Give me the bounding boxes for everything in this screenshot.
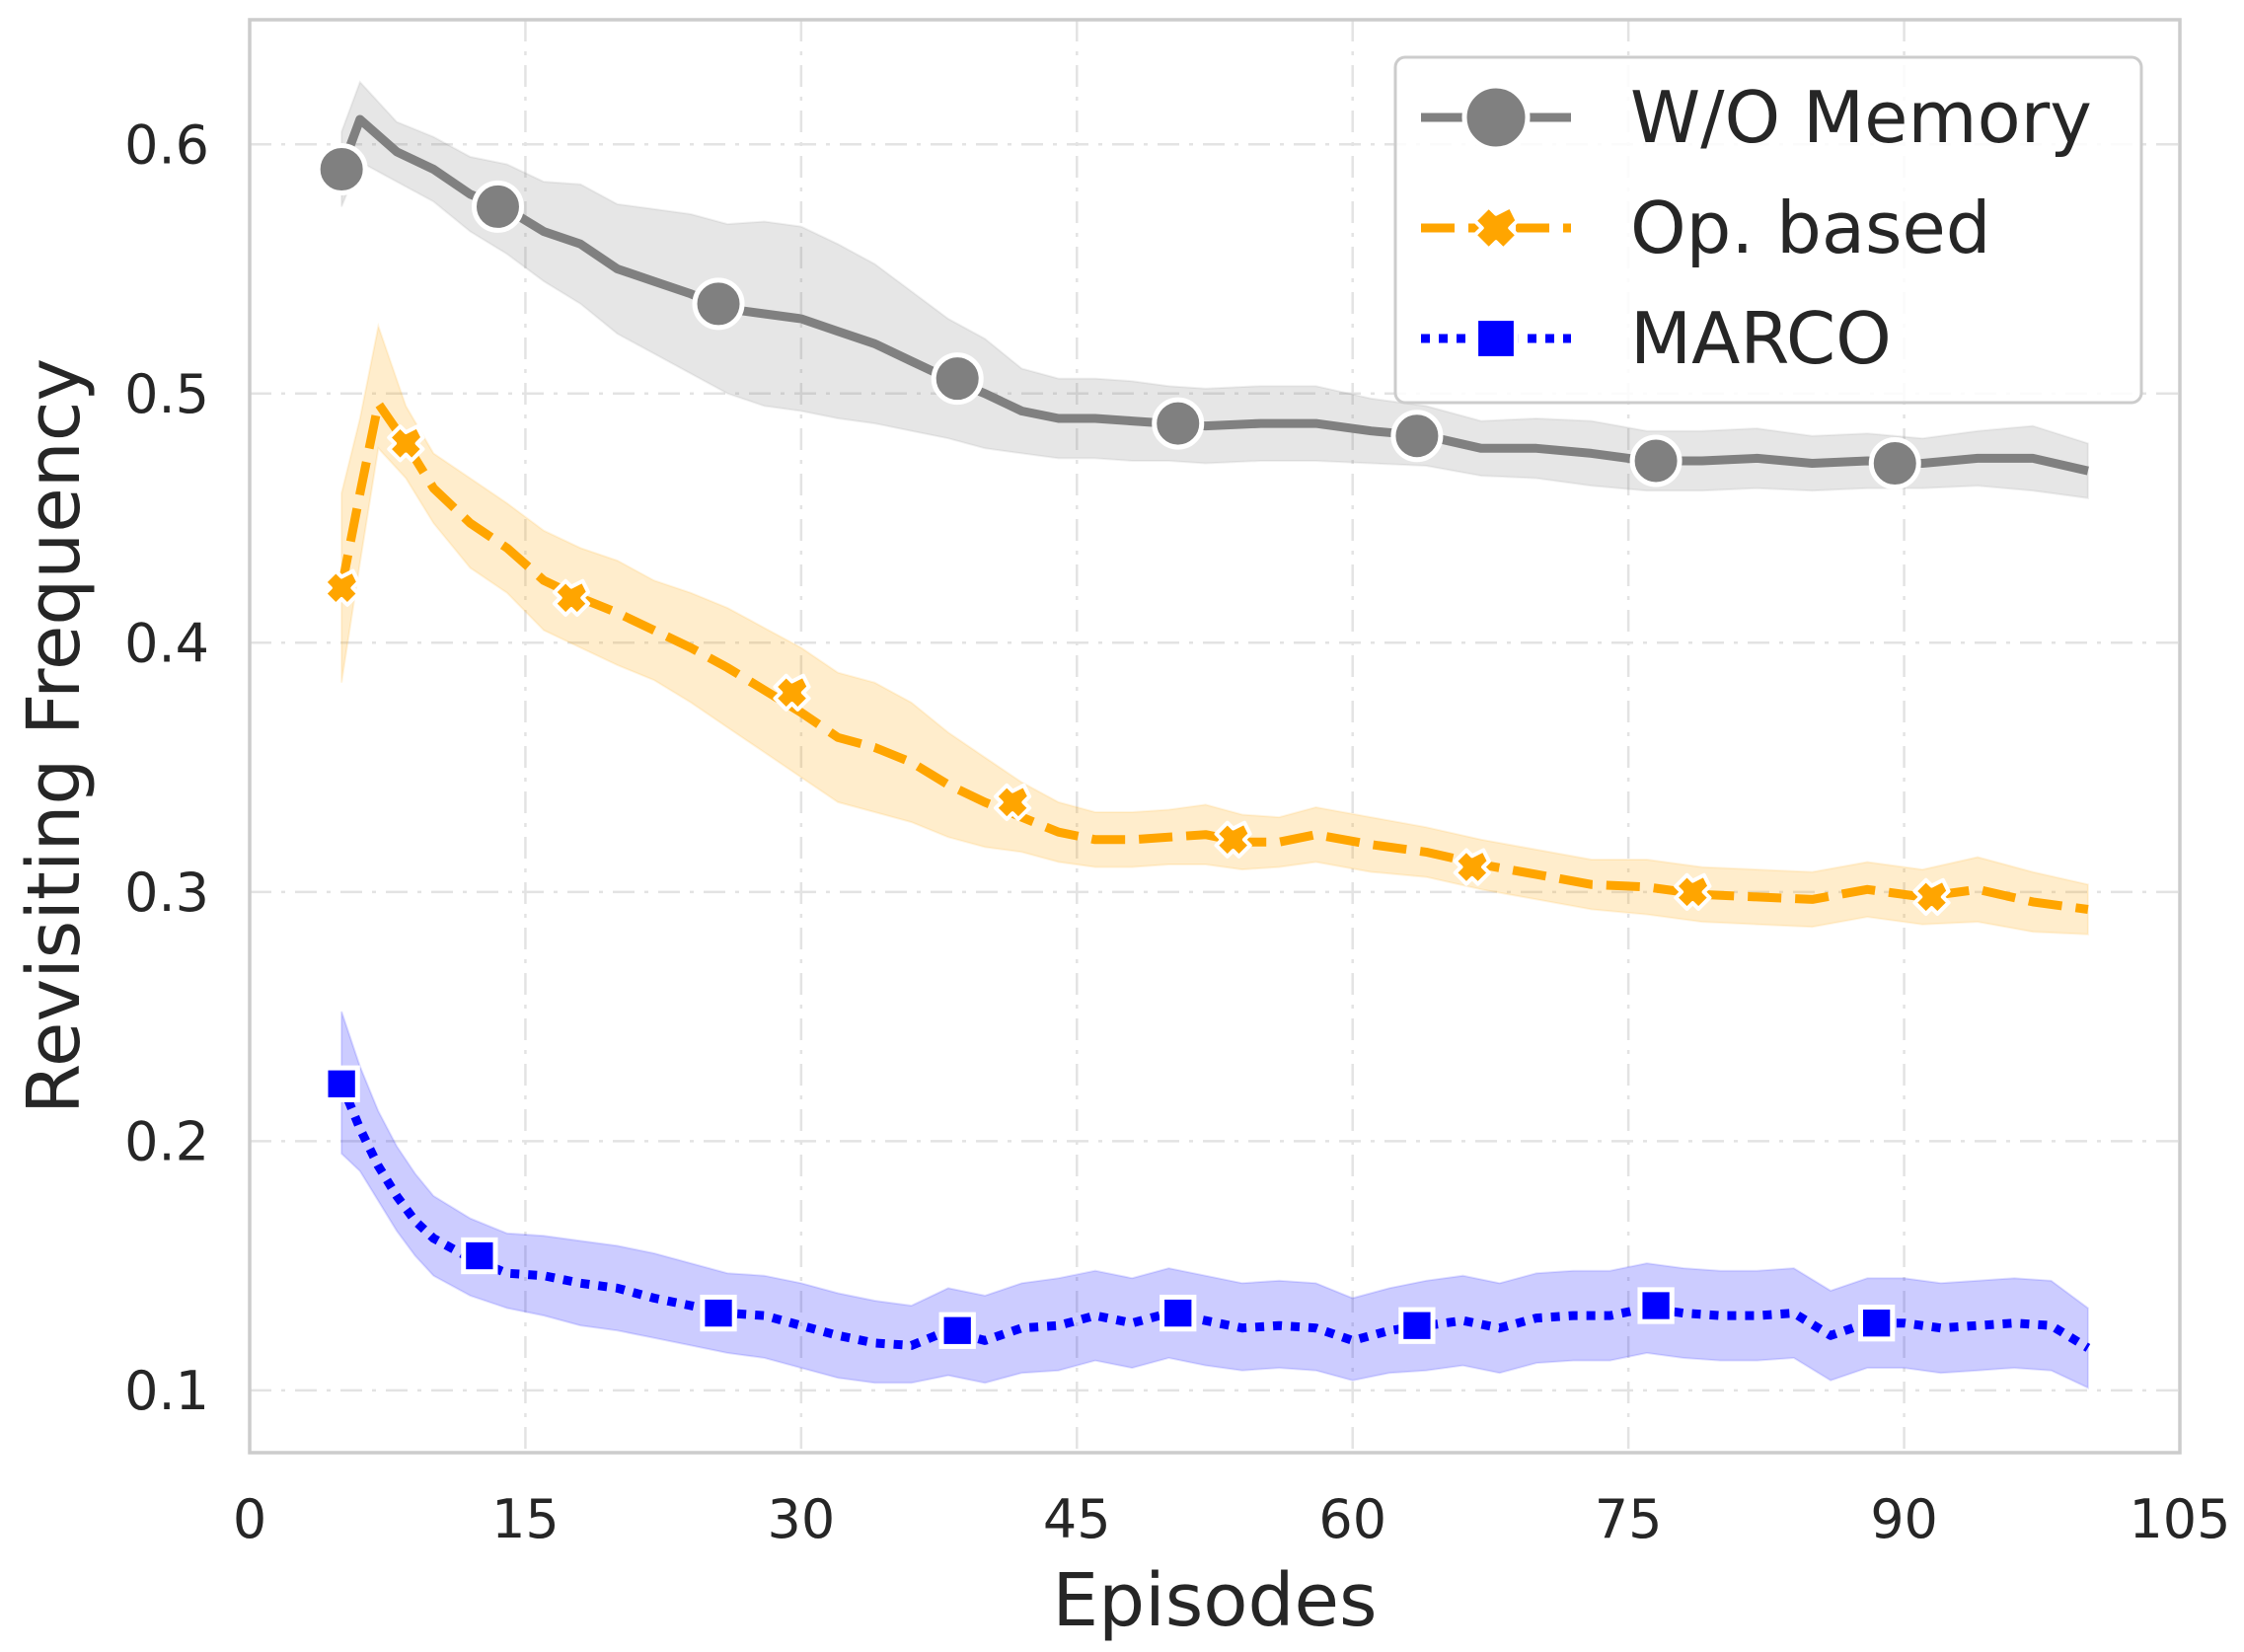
x-tick-label: 0 bbox=[233, 1488, 266, 1550]
series-markers bbox=[315, 143, 1951, 1349]
legend-label-marco: MARCO bbox=[1630, 297, 1892, 380]
legend: W/O Memory Op. based MARCO bbox=[1393, 55, 2143, 405]
w-o-memory-line bbox=[337, 114, 2089, 476]
op-based-marker bbox=[323, 568, 361, 607]
w-o-memory-marker bbox=[1868, 436, 1921, 489]
op-based-marker bbox=[993, 783, 1032, 822]
op-based-marker bbox=[1912, 877, 1951, 916]
w-o-memory-marker bbox=[1390, 410, 1444, 463]
marco-marker bbox=[1637, 1287, 1675, 1324]
marco-marker bbox=[461, 1237, 498, 1275]
w-o-memory-marker bbox=[931, 352, 984, 406]
legend-marker-marco bbox=[1473, 316, 1519, 361]
op-based-band bbox=[340, 322, 2089, 936]
x-tick-label: 15 bbox=[491, 1488, 560, 1550]
legend-marker-w-o-memory bbox=[1461, 83, 1531, 152]
op-based-marker bbox=[1214, 820, 1252, 859]
y-tick-label: 0.1 bbox=[124, 1360, 209, 1422]
op-based-marker bbox=[1453, 848, 1491, 886]
op-based-marker bbox=[773, 673, 811, 712]
y-tick-label: 0.5 bbox=[124, 363, 209, 425]
marco-marker bbox=[938, 1312, 976, 1349]
x-tick-label: 105 bbox=[2129, 1488, 2230, 1550]
marco-marker bbox=[700, 1294, 737, 1332]
marco-marker bbox=[1398, 1307, 1436, 1344]
y-axis-label: Revisiting Frequency bbox=[12, 358, 97, 1114]
legend-box bbox=[1393, 55, 2143, 405]
marco-marker bbox=[1159, 1294, 1197, 1332]
w-o-memory-marker bbox=[315, 143, 368, 196]
x-tick-label: 60 bbox=[1318, 1488, 1386, 1550]
y-tick-label: 0.2 bbox=[124, 1110, 209, 1172]
marco-marker bbox=[1857, 1305, 1896, 1342]
w-o-memory-marker bbox=[471, 180, 524, 233]
plot-frame bbox=[248, 18, 2182, 1455]
legend-label-op-based: Op. based bbox=[1630, 187, 1990, 269]
y-tick-label: 0.6 bbox=[124, 113, 209, 176]
x-tick-label: 30 bbox=[767, 1488, 835, 1550]
x-tick-label: 90 bbox=[1870, 1488, 1938, 1550]
y-tick-label: 0.4 bbox=[124, 612, 209, 674]
legend-label-w-o-memory: W/O Memory bbox=[1630, 76, 2092, 159]
op-based-marker bbox=[552, 578, 591, 617]
op-based-marker bbox=[1674, 872, 1712, 911]
x-axis-label: Episodes bbox=[1052, 1558, 1377, 1643]
w-o-memory-marker bbox=[692, 277, 745, 331]
op-based-marker bbox=[387, 424, 425, 463]
w-o-memory-marker bbox=[1629, 434, 1683, 488]
x-tick-label: 75 bbox=[1595, 1488, 1663, 1550]
w-o-memory-marker bbox=[1152, 397, 1205, 450]
y-axis-ticks: 0.1 0.2 0.3 0.4 0.5 0.6 bbox=[124, 113, 209, 1422]
y-tick-label: 0.3 bbox=[124, 862, 209, 924]
x-axis-ticks: 0 15 30 45 60 75 90 105 bbox=[233, 1488, 2231, 1550]
marco-marker bbox=[323, 1065, 360, 1102]
w-o-memory-band bbox=[340, 80, 2089, 499]
legend-marker-op-based bbox=[1472, 204, 1520, 252]
x-tick-label: 45 bbox=[1043, 1488, 1111, 1550]
